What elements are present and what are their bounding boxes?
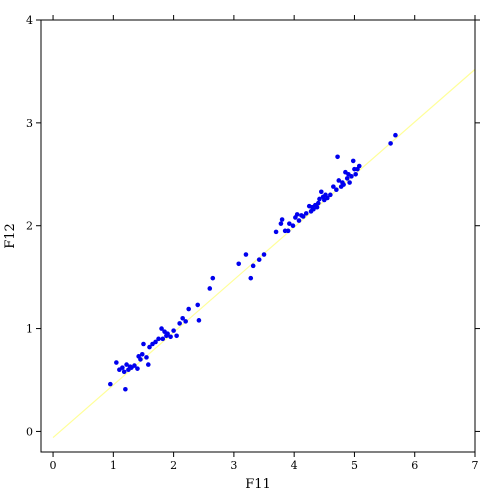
y-axis-ticks: 0 1 2 3 4 — [26, 14, 480, 438]
data-point-11 — [135, 366, 140, 371]
x-axis-ticks: 0 1 2 3 4 5 6 7 — [50, 15, 479, 472]
x-tick-label: 0 — [50, 459, 57, 472]
y-tick-label: 3 — [26, 117, 33, 130]
data-point-16 — [144, 355, 149, 360]
plot-frame — [40, 19, 476, 453]
data-point-34 — [195, 302, 201, 308]
data-point-18 — [147, 344, 152, 350]
x-tick-label: 5 — [351, 459, 358, 472]
data-point-6 — [124, 362, 129, 367]
data-point-5 — [123, 386, 128, 392]
data-point-85 — [353, 171, 358, 177]
data-point-13 — [138, 357, 143, 362]
data-point-30 — [177, 321, 182, 326]
data-point-50 — [290, 223, 296, 229]
data-point-87 — [356, 163, 362, 169]
data-point-49 — [287, 221, 292, 226]
data-point-39 — [243, 252, 249, 257]
data-point-29 — [174, 333, 179, 339]
data-point-28 — [171, 328, 176, 333]
data-point-26 — [165, 331, 170, 337]
data-point-77 — [341, 182, 346, 187]
data-point-62 — [314, 204, 320, 210]
data-point-0 — [108, 381, 113, 387]
data-point-27 — [168, 334, 173, 340]
data-point-20 — [153, 339, 158, 345]
data-point-46 — [279, 217, 285, 222]
x-axis-label: F11 — [245, 477, 271, 492]
x-tick-label: 4 — [291, 459, 298, 472]
data-point-88 — [388, 141, 393, 146]
data-point-36 — [207, 286, 213, 291]
data-point-17 — [145, 362, 151, 367]
data-point-69 — [325, 195, 330, 201]
data-points — [108, 132, 398, 392]
data-point-43 — [261, 252, 267, 257]
data-point-73 — [335, 154, 340, 160]
data-point-44 — [273, 229, 279, 235]
data-point-70 — [328, 192, 333, 198]
data-point-23 — [160, 336, 166, 342]
y-tick-label: 1 — [26, 323, 33, 336]
data-point-63 — [315, 200, 321, 206]
x-tick-label: 1 — [110, 459, 117, 472]
data-point-22 — [159, 326, 164, 331]
y-tick-label: 4 — [26, 14, 33, 27]
data-point-31 — [180, 315, 185, 321]
data-point-4 — [121, 369, 127, 375]
data-point-37 — [210, 275, 216, 281]
data-point-15 — [141, 341, 146, 347]
data-point-21 — [156, 336, 161, 342]
data-point-53 — [296, 218, 302, 223]
data-point-65 — [318, 189, 324, 195]
data-point-55 — [300, 214, 306, 219]
data-point-42 — [256, 257, 262, 262]
data-point-10 — [132, 363, 137, 368]
data-point-83 — [350, 158, 356, 164]
y-axis-label: F12 — [3, 223, 18, 249]
x-tick-label: 3 — [230, 459, 237, 472]
data-point-41 — [250, 263, 256, 269]
data-point-81 — [347, 180, 352, 185]
data-point-52 — [294, 212, 300, 217]
data-point-79 — [344, 176, 350, 181]
data-point-72 — [334, 187, 339, 193]
data-point-14 — [139, 351, 145, 357]
data-point-35 — [196, 318, 202, 323]
y-tick-label: 0 — [26, 425, 33, 438]
data-point-1 — [114, 360, 119, 365]
data-point-32 — [183, 319, 188, 324]
data-point-74 — [336, 178, 342, 183]
x-tick-label: 7 — [472, 459, 479, 472]
data-point-71 — [331, 184, 336, 189]
data-point-38 — [236, 261, 242, 267]
data-point-64 — [317, 196, 322, 202]
data-point-33 — [186, 306, 191, 312]
data-point-3 — [120, 365, 125, 370]
data-point-89 — [393, 132, 398, 138]
x-tick-label: 2 — [170, 459, 177, 472]
y-tick-label: 2 — [26, 220, 33, 233]
data-point-82 — [349, 174, 354, 179]
data-point-56 — [303, 211, 309, 216]
data-point-60 — [311, 206, 316, 212]
data-point-45 — [278, 221, 284, 226]
data-point-40 — [248, 275, 254, 281]
x-tick-label: 6 — [411, 459, 418, 472]
data-point-48 — [285, 228, 291, 234]
